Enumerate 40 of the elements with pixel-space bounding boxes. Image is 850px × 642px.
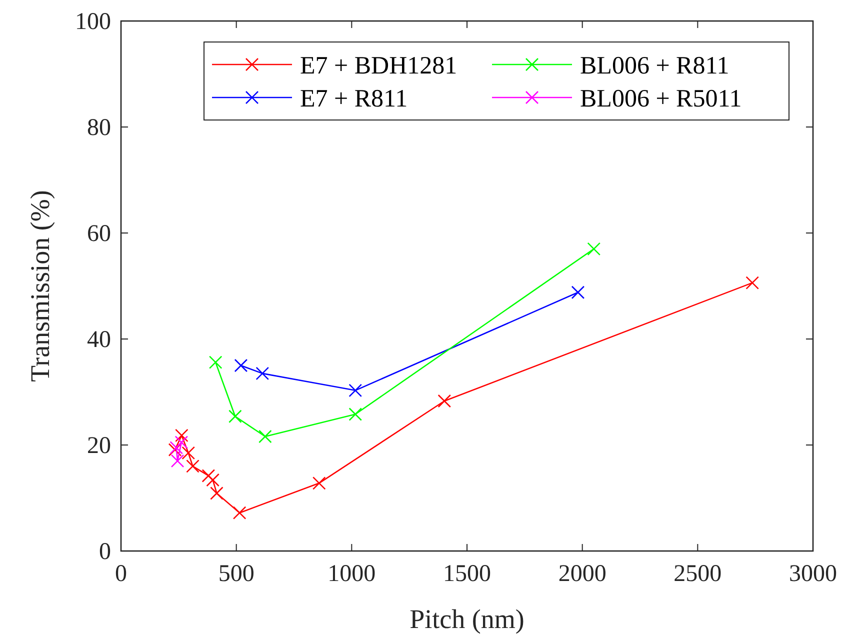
y-tick-label: 20: [87, 433, 111, 459]
y-tick-label: 100: [75, 9, 111, 35]
legend-label: BL006 + R811: [580, 52, 730, 80]
point: [170, 454, 184, 468]
point: [746, 276, 759, 290]
legend-label: E7 + R811: [300, 86, 408, 112]
x-tick-label: 1500: [443, 561, 491, 587]
y-tick-label: 40: [87, 327, 111, 353]
point: [571, 286, 585, 300]
point: [256, 366, 270, 380]
point: [234, 358, 248, 372]
point: [186, 460, 200, 473]
y-tick-label: 0: [99, 539, 111, 565]
point: [348, 384, 362, 398]
x-tick-label: 1000: [328, 561, 376, 587]
x-tick-label: 500: [218, 561, 254, 587]
point: [174, 436, 188, 449]
legend-label: E7 + BDH1281: [300, 52, 458, 80]
point: [438, 394, 452, 408]
x-tick-label: 2000: [558, 561, 606, 587]
point: [258, 430, 272, 444]
point: [210, 486, 224, 500]
x-tick-label: 3000: [789, 561, 837, 587]
y-tick-label: 60: [87, 221, 111, 247]
x-axis-title: Pitch (nm): [410, 604, 524, 634]
point: [202, 469, 216, 482]
x-tick-label: 0: [115, 561, 127, 587]
point: [175, 428, 188, 442]
y-axis-title: Transmission (%): [25, 190, 55, 382]
point: [228, 410, 242, 424]
point: [182, 446, 196, 460]
point: [312, 476, 326, 490]
point: [208, 356, 222, 369]
point: [232, 506, 246, 520]
point: [587, 242, 601, 256]
legend-label: BL006 + R5011: [580, 86, 742, 112]
x-tick-label: 2500: [674, 561, 722, 587]
point: [206, 473, 220, 487]
point: [348, 408, 362, 421]
y-tick-label: 80: [87, 115, 111, 141]
